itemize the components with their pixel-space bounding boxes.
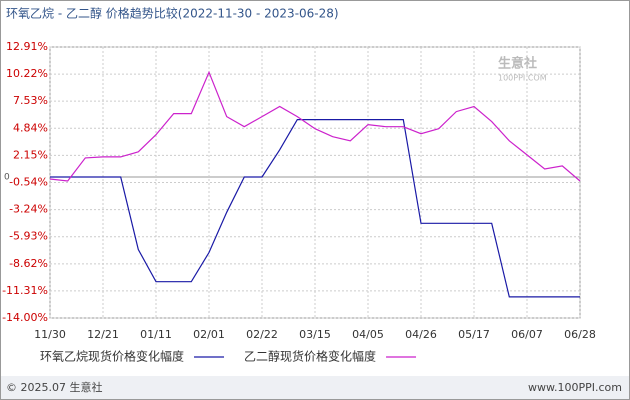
watermark: 生意社	[498, 56, 537, 72]
y-tick-label: -8.62%	[9, 257, 48, 270]
x-tick-label: 04/26	[405, 328, 437, 341]
y-tick-label: -5.93%	[9, 230, 48, 243]
series-line	[49, 70, 581, 182]
x-tick-label: 06/07	[511, 328, 543, 341]
footer-left: © 2025.07 生意社	[6, 380, 102, 394]
x-tick-label: 02/01	[193, 328, 225, 341]
y-tick-label: 0	[4, 173, 10, 183]
series-line	[50, 119, 580, 298]
legend-label: 乙二醇现货价格变化幅度	[244, 349, 376, 364]
x-tick-label: 02/22	[246, 328, 278, 341]
y-tick-label: -14.00%	[2, 311, 48, 324]
legend-label: 环氧乙烷现货价格变化幅度	[40, 349, 184, 364]
x-tick-label: 05/17	[458, 328, 490, 341]
x-tick-label: 03/15	[299, 328, 331, 341]
footer-right: www.100PPI.com	[528, 381, 622, 394]
footer-band	[1, 376, 629, 399]
y-tick-label: 12.91%	[6, 40, 48, 53]
y-tick-label: -11.31%	[2, 284, 48, 297]
y-tick-label: -0.54%	[9, 175, 48, 188]
y-tick-label: 7.53%	[13, 94, 48, 107]
x-tick-label: 06/28	[564, 328, 596, 341]
y-tick-label: 4.84%	[13, 121, 48, 134]
x-tick-label: 01/11	[140, 328, 172, 341]
x-tick-label: 12/21	[87, 328, 119, 341]
watermark: 100PPI.COM	[498, 74, 547, 83]
y-tick-label: -3.24%	[9, 203, 48, 216]
x-tick-label: 11/30	[34, 328, 66, 341]
chart-title: 环氧乙烷 - 乙二醇 价格趋势比较(2022-11-30 - 2023-06-2…	[6, 6, 339, 21]
y-tick-label: 10.22%	[6, 67, 48, 80]
x-tick-label: 04/05	[352, 328, 384, 341]
y-tick-label: 2.15%	[13, 148, 48, 161]
